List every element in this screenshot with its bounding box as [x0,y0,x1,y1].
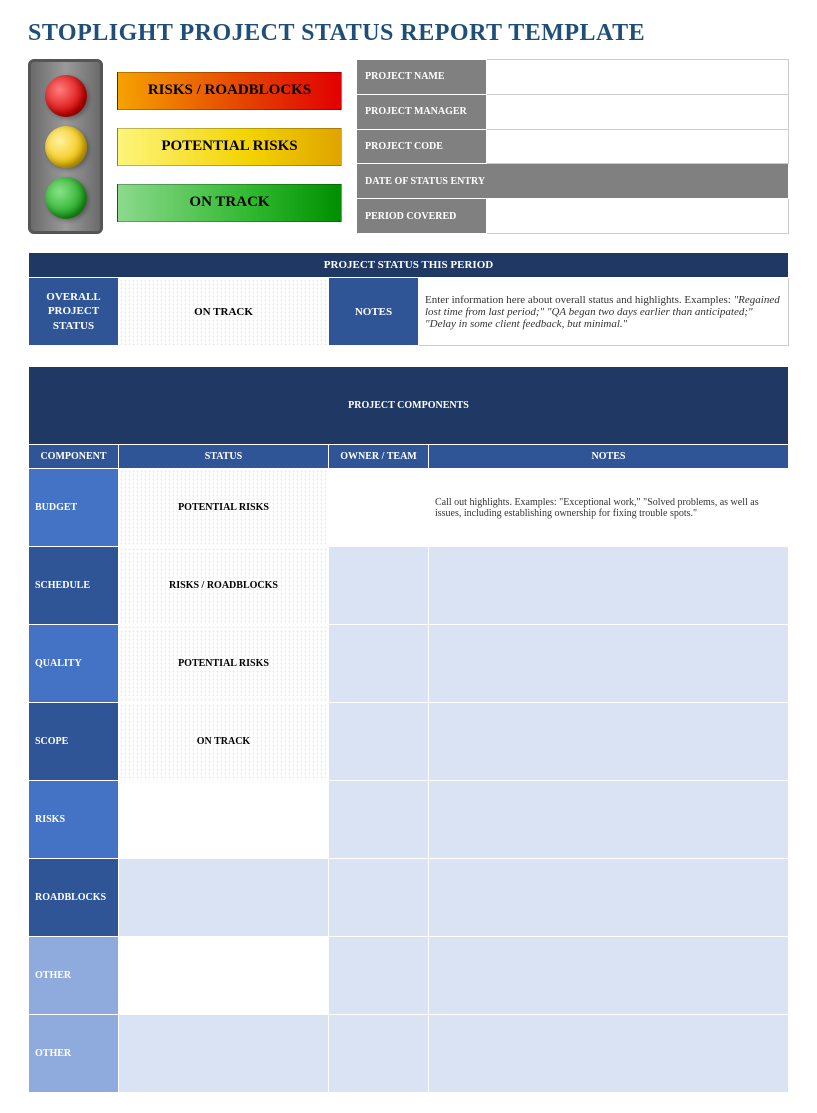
component-label: OTHER [29,937,119,1015]
col-status: STATUS [119,445,329,469]
component-notes[interactable] [429,859,789,937]
overall-notes-lead: Enter information here about overall sta… [425,294,734,306]
status-period-table: PROJECT STATUS THIS PERIOD OVERALL PROJE… [28,252,789,346]
component-notes[interactable]: Call out highlights. Examples: "Exceptio… [429,469,789,547]
info-label-date-of-status: DATE OF STATUS ENTRY [357,164,789,199]
overall-status-value: ON TRACK [119,278,329,346]
component-notes[interactable] [429,937,789,1015]
col-owner: OWNER / TEAM [329,445,429,469]
component-status: ON TRACK [119,703,329,781]
info-value-project-code[interactable] [487,129,789,164]
components-header: PROJECT COMPONENTS [29,367,789,445]
component-status [119,937,329,1015]
components-column-headers: COMPONENT STATUS OWNER / TEAM NOTES [29,445,789,469]
overall-status-label: OVERALL PROJECT STATUS [29,278,119,346]
table-row: QUALITYPOTENTIAL RISKS [29,625,789,703]
info-label-period-covered: PERIOD COVERED [357,199,487,234]
component-notes[interactable] [429,703,789,781]
info-label-project-code: PROJECT CODE [357,129,487,164]
component-label: SCHEDULE [29,547,119,625]
overall-notes-label: NOTES [329,278,419,346]
legend-green: ON TRACK [117,184,342,222]
legend-yellow: POTENTIAL RISKS [117,128,342,166]
info-value-period-covered[interactable] [487,199,789,234]
component-label: SCOPE [29,703,119,781]
table-row: RISKS [29,781,789,859]
info-label-project-name: PROJECT NAME [357,60,487,95]
col-notes: NOTES [429,445,789,469]
component-label: BUDGET [29,469,119,547]
col-component: COMPONENT [29,445,119,469]
stoplight-icon [28,59,103,234]
bulb-red-icon [45,75,87,117]
component-owner[interactable] [329,781,429,859]
table-row: ROADBLOCKS [29,859,789,937]
component-owner[interactable] [329,937,429,1015]
component-label: RISKS [29,781,119,859]
status-period-header: PROJECT STATUS THIS PERIOD [29,253,789,278]
legend: RISKS / ROADBLOCKS POTENTIAL RISKS ON TR… [117,59,342,234]
component-owner[interactable] [329,469,429,547]
components-table: PROJECT COMPONENTS COMPONENT STATUS OWNE… [28,366,789,1093]
component-label: OTHER [29,1015,119,1093]
component-notes[interactable] [429,781,789,859]
table-row: BUDGETPOTENTIAL RISKS Call out highlights… [29,469,789,547]
page-title: STOPLIGHT PROJECT STATUS REPORT TEMPLATE [28,20,789,47]
component-owner[interactable] [329,703,429,781]
info-label-project-manager: PROJECT MANAGER [357,94,487,129]
top-section: RISKS / ROADBLOCKS POTENTIAL RISKS ON TR… [28,59,789,234]
legend-red: RISKS / ROADBLOCKS [117,72,342,110]
component-status: RISKS / ROADBLOCKS [119,547,329,625]
component-status: POTENTIAL RISKS [119,469,329,547]
info-value-project-manager[interactable] [487,94,789,129]
component-owner[interactable] [329,625,429,703]
overall-notes-text[interactable]: Enter information here about overall sta… [419,278,789,346]
component-status [119,859,329,937]
component-owner[interactable] [329,859,429,937]
project-info-table: PROJECT NAME PROJECT MANAGER PROJECT COD… [356,59,789,234]
table-row: OTHER [29,937,789,1015]
table-row: OTHER [29,1015,789,1093]
component-label: ROADBLOCKS [29,859,119,937]
component-notes[interactable] [429,625,789,703]
table-row: SCOPEON TRACK [29,703,789,781]
component-owner[interactable] [329,547,429,625]
component-notes[interactable] [429,1015,789,1093]
component-status: POTENTIAL RISKS [119,625,329,703]
component-status [119,1015,329,1093]
component-status [119,781,329,859]
info-value-project-name[interactable] [487,60,789,95]
bulb-green-icon [45,177,87,219]
component-owner[interactable] [329,1015,429,1093]
component-notes[interactable] [429,547,789,625]
component-label: QUALITY [29,625,119,703]
table-row: SCHEDULERISKS / ROADBLOCKS [29,547,789,625]
bulb-yellow-icon [45,126,87,168]
